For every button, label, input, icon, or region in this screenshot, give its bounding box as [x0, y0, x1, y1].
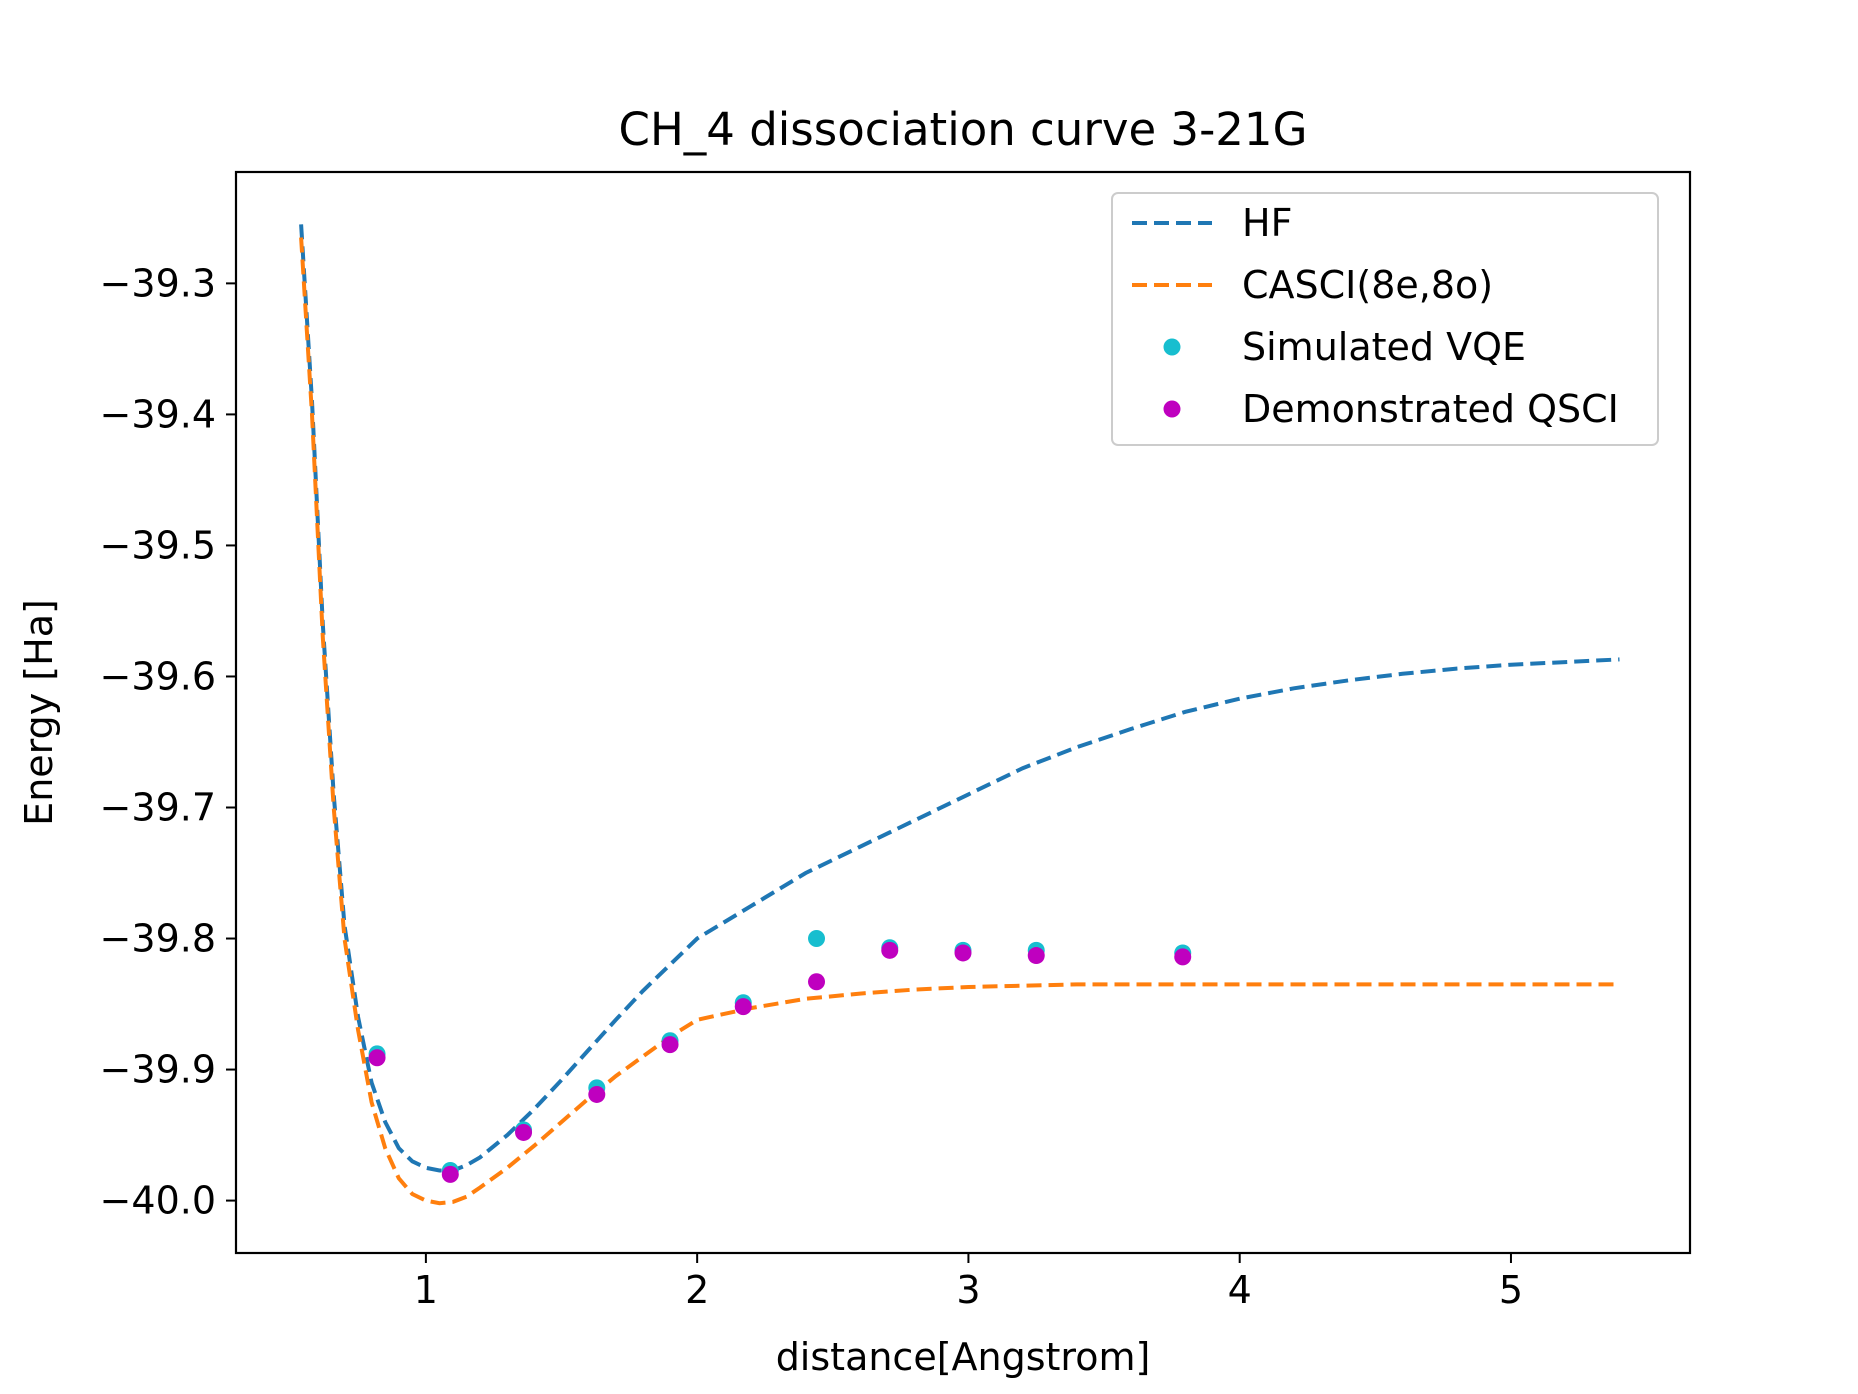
y-tick-label: −39.9 — [100, 1048, 216, 1092]
y-tick-label: −39.8 — [100, 917, 216, 961]
point-demonstrated-qsci — [515, 1123, 533, 1141]
point-demonstrated-qsci — [441, 1165, 459, 1183]
legend-swatch-simulated-vqe — [1163, 338, 1181, 356]
axes-frame — [234, 170, 1692, 1255]
legend-label-simulated-vqe: Simulated VQE — [1242, 325, 1526, 369]
x-tick-label: 2 — [685, 1268, 709, 1312]
point-demonstrated-qsci — [734, 998, 752, 1016]
legend-swatch-demonstrated-qsci — [1163, 400, 1181, 418]
x-axis: 1 2 3 4 5 — [414, 1253, 1523, 1312]
point-demonstrated-qsci — [588, 1085, 606, 1103]
x-tick-label: 3 — [956, 1268, 980, 1312]
point-simulated-vqe — [808, 930, 826, 948]
point-demonstrated-qsci — [954, 944, 972, 962]
legend-label-hf: HF — [1242, 201, 1292, 245]
legend-label-casci-8e-8o: CASCI(8e,8o) — [1242, 263, 1493, 307]
plot-area — [299, 224, 1620, 1206]
point-demonstrated-qsci — [881, 941, 899, 959]
y-tick-label: −39.6 — [100, 654, 216, 698]
legend-label-demonstrated-qsci: Demonstrated QSCI — [1242, 387, 1619, 431]
y-axis-label: Energy [Ha] — [17, 599, 61, 826]
x-tick-label: 4 — [1228, 1268, 1252, 1312]
point-demonstrated-qsci — [1174, 948, 1192, 966]
x-tick-label: 5 — [1499, 1268, 1523, 1312]
point-demonstrated-qsci — [808, 973, 826, 991]
x-tick-label: 1 — [414, 1268, 438, 1312]
series-line-casci-8e-8o — [299, 237, 1620, 1206]
legend-box — [1111, 192, 1659, 446]
x-axis-label: distance[Angstrom] — [776, 1335, 1151, 1379]
y-tick-label: −39.5 — [100, 523, 216, 567]
point-demonstrated-qsci — [368, 1049, 386, 1067]
y-tick-label: −40.0 — [100, 1179, 216, 1223]
y-tick-label: −39.4 — [100, 392, 216, 436]
y-tick-label: −39.7 — [100, 785, 216, 829]
chart-title: CH_4 dissociation curve 3-21G — [619, 103, 1308, 156]
legend: HF CASCI(8e,8o) Simulated VQE Demonstrated … — [1111, 192, 1659, 446]
y-axis: −39.3 −39.4 −39.5 −39.6 −39.7 −39.8 −39.9 −40.0 — [100, 261, 236, 1223]
point-demonstrated-qsci — [661, 1036, 679, 1054]
y-tick-label: −39.3 — [100, 261, 216, 305]
series-line-hf — [299, 224, 1620, 1173]
point-demonstrated-qsci — [1027, 947, 1045, 965]
